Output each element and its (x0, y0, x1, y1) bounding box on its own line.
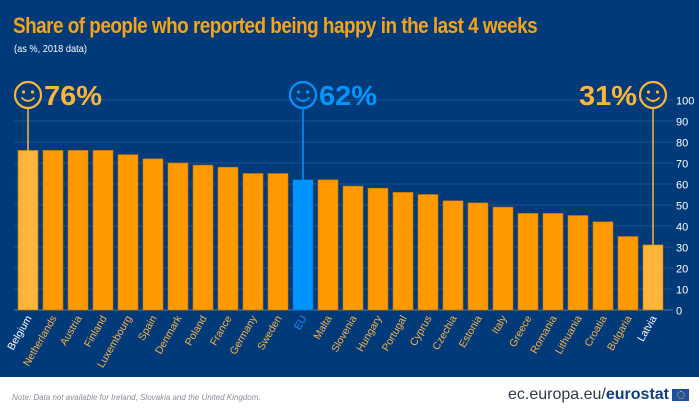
bar-hungary (367, 187, 389, 311)
x-axis-labels: BelgiumNetherlandsAustriaFinlandLuxembou… (5, 313, 659, 370)
smiley-icon (638, 80, 668, 110)
x-tick-label: Italy (490, 313, 510, 336)
x-tick-label: Cyprus (408, 314, 435, 349)
annotations: 76% 62% 31% (13, 80, 668, 245)
y-tick-label: 80 (676, 138, 688, 150)
bar-chart: 0 10 20 30 40 50 60 70 80 90 100 BelgiumNetherland… (5, 80, 694, 370)
bar-france (217, 166, 239, 311)
bar-luxembourg (117, 154, 139, 311)
bar-eu (292, 179, 314, 311)
eurostat-link[interactable]: ec.europa.eu/eurostat (508, 386, 669, 404)
y-tick-label: 20 (676, 264, 688, 276)
smiley-icon (13, 80, 43, 110)
x-tick-label: Czechia (430, 313, 459, 352)
chart-title: Share of people who reported being happy… (13, 13, 538, 38)
bar-malta (317, 179, 339, 311)
y-tick-label: 10 (676, 285, 688, 297)
x-tick-label: Bulgaria (605, 313, 635, 353)
y-axis: 0 10 20 30 40 50 60 70 80 90 100 (676, 96, 694, 318)
annotation-value: 31% (579, 80, 637, 111)
eu-flag-icon (672, 389, 689, 401)
y-tick-label: 60 (676, 180, 688, 192)
x-tick-label: Estonia (457, 313, 485, 349)
y-tick-label: 30 (676, 243, 688, 255)
x-tick-label: Austria (58, 313, 85, 347)
bar-greece (517, 213, 539, 311)
y-tick-label: 100 (676, 96, 694, 108)
bar-sweden (267, 173, 289, 311)
x-tick-label: Spain (136, 313, 160, 342)
bar-netherlands (42, 150, 64, 311)
smiley-icon (288, 80, 318, 110)
bar-denmark (167, 162, 189, 311)
bar-czechia (442, 200, 464, 311)
bar-croatia (592, 221, 614, 311)
bar-belgium (17, 150, 39, 311)
y-tick-label: 0 (676, 306, 682, 318)
x-tick-label: Poland (183, 313, 210, 347)
y-tick-label: 50 (676, 201, 688, 213)
x-tick-label: France (208, 313, 235, 347)
y-tick-label: 70 (676, 159, 688, 171)
annotation-value: 76% (44, 80, 102, 111)
x-tick-label: Sweden (255, 313, 284, 352)
bar-cyprus (417, 194, 439, 311)
bar-lithuania (567, 215, 589, 311)
x-tick-label: Croatia (582, 313, 609, 348)
bar-estonia (467, 202, 489, 311)
y-tick-label: 40 (676, 222, 688, 234)
bars (17, 150, 664, 311)
bar-romania (542, 213, 564, 311)
bar-bulgaria (617, 236, 639, 311)
bar-latvia (642, 244, 664, 311)
x-tick-label: EU (292, 314, 310, 333)
footer-note: Note: Data not available for Ireland, Sl… (12, 393, 261, 402)
x-tick-label: Latvia (635, 313, 659, 343)
bar-germany (242, 173, 264, 311)
bar-portugal (392, 192, 414, 311)
brand-prefix: ec.europa.eu/ (508, 386, 606, 403)
bar-poland (192, 164, 214, 311)
bar-slovenia (342, 185, 364, 311)
brand-bold: eurostat (605, 386, 669, 403)
bar-finland (92, 150, 114, 311)
chart-subtitle: (as %, 2018 data) (14, 43, 87, 55)
bar-austria (67, 150, 89, 311)
bar-spain (142, 158, 164, 311)
x-tick-label: Malta (311, 313, 334, 341)
y-tick-label: 90 (676, 117, 688, 129)
annotation-value: 62% (319, 80, 377, 111)
bar-italy (492, 206, 514, 311)
